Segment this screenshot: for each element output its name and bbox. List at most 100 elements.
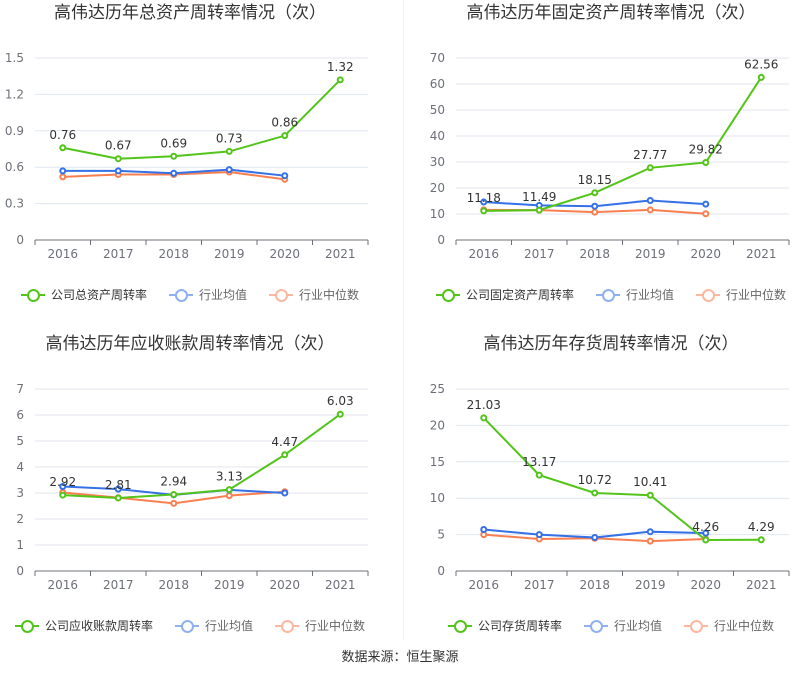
median-point — [59, 173, 67, 181]
chart-title: 高伟达历年存货周转率情况（次） — [483, 334, 739, 354]
company-point — [757, 73, 765, 81]
data-label: 4.29 — [748, 520, 775, 534]
company-series-line — [483, 76, 763, 212]
legend: 公司固定资产周转率 行业均值 行业中位数 — [421, 286, 800, 303]
legend-label: 公司总资产周转率 — [50, 288, 147, 302]
y-tick-label: 0 — [16, 564, 24, 578]
legend-item-company[interactable]: 公司应收账款周转率 — [14, 617, 153, 634]
data-label: 27.77 — [633, 148, 667, 162]
data-label: 10.41 — [633, 475, 667, 489]
company-point — [535, 206, 543, 214]
x-tick-label: 2017 — [524, 247, 555, 261]
data-label: 4.26 — [692, 520, 719, 534]
y-tick-label: 10 — [430, 207, 445, 221]
data-source: 数据来源：恒生聚源 — [341, 650, 459, 665]
x-tick-label: 2016 — [47, 247, 78, 261]
avg-point — [59, 167, 67, 175]
legend-line-circle-icon — [20, 288, 45, 302]
legend-line-circle-icon — [168, 288, 193, 302]
chart-panel: 高伟达历年总资产周转率情况（次） 0 0.3 0.6 0.9 1.2 1.5 2016 2017… — [0, 0, 400, 330]
legend-item-company[interactable]: 公司固定资产周转率 — [435, 286, 574, 303]
data-label: 3.13 — [216, 470, 243, 484]
avg-point — [480, 526, 488, 534]
legend-line-circle-icon — [435, 288, 460, 302]
legend: 公司应收账款周转率 行业均值 行业中位数 — [0, 617, 380, 634]
data-label: 0.67 — [105, 139, 132, 153]
chart-panel: 高伟达历年存货周转率情况（次） 0 5 10 15 20 25 2016 2017 2018 201… — [421, 331, 800, 661]
data-label: 18.15 — [578, 173, 612, 187]
company-point — [480, 414, 488, 422]
y-tick-label: 60 — [430, 77, 445, 91]
y-tick-label: 0.3 — [5, 197, 24, 211]
avg-point — [480, 198, 488, 206]
legend-line-circle-icon — [275, 619, 299, 633]
company-series-line — [62, 413, 341, 499]
avg-point — [225, 166, 233, 174]
company-point — [59, 491, 67, 499]
company-point — [336, 76, 344, 84]
legend-label: 行业均值 — [613, 619, 662, 633]
median-point — [646, 206, 654, 214]
x-tick-label: 2021 — [325, 247, 356, 261]
legend-item-median[interactable]: 行业中位数 — [275, 617, 365, 634]
avg-point — [114, 167, 122, 175]
legend-item-median[interactable]: 行业中位数 — [684, 617, 774, 634]
legend-item-avg[interactable]: 行业均值 — [168, 286, 247, 303]
company-point — [535, 471, 543, 479]
legend-item-avg[interactable]: 行业均值 — [583, 617, 662, 634]
x-tick-label: 2018 — [579, 247, 610, 261]
chart-svg: 0 10 20 30 40 50 60 70 2016 2017 2018 2019 2020 2021 1… — [430, 51, 790, 261]
company-point — [170, 152, 178, 160]
data-label: 2.92 — [49, 475, 76, 489]
legend-label: 行业中位数 — [726, 288, 787, 302]
company-point — [114, 155, 122, 163]
legend: 公司总资产周转率 行业均值 行业中位数 — [0, 286, 380, 303]
avg-point — [59, 483, 67, 490]
chart-panel: 高伟达历年固定资产周转率情况（次） 0 10 20 30 40 50 60 70 2016 2017… — [421, 0, 800, 330]
chart-title: 高伟达历年应收账款周转率情况（次） — [45, 334, 335, 354]
company-point — [225, 147, 233, 155]
legend-item-avg[interactable]: 行业均值 — [174, 617, 253, 634]
x-tick-label: 2017 — [524, 578, 555, 592]
legend-item-avg[interactable]: 行业均值 — [595, 286, 674, 303]
y-tick-label: 0.9 — [5, 124, 24, 138]
avg-point — [591, 534, 599, 542]
y-tick-label: 1.5 — [5, 51, 24, 65]
company-point — [59, 144, 67, 152]
y-tick-label: 0 — [437, 564, 445, 578]
y-tick-label: 25 — [430, 382, 445, 396]
avg-point — [281, 172, 289, 180]
y-tick-label: 1.2 — [5, 87, 24, 101]
company-point — [281, 451, 289, 459]
avg-point — [281, 489, 289, 497]
data-label: 11.18 — [467, 191, 501, 205]
legend-label: 公司固定资产周转率 — [465, 288, 574, 302]
y-tick-label: 5 — [437, 528, 445, 542]
y-tick-label: 4 — [16, 460, 24, 474]
legend-item-median[interactable]: 行业中位数 — [269, 286, 359, 303]
y-tick-label: 0 — [437, 233, 445, 247]
y-tick-label: 20 — [430, 181, 445, 195]
legend-label: 公司应收账款周转率 — [44, 619, 153, 633]
divider — [403, 0, 404, 640]
x-tick-label: 2018 — [158, 247, 189, 261]
company-point — [114, 494, 122, 502]
company-point — [336, 410, 344, 418]
y-tick-label: 5 — [16, 434, 24, 448]
legend-label: 行业中位数 — [299, 288, 360, 302]
data-label: 6.03 — [327, 394, 354, 408]
legend-item-company[interactable]: 公司总资产周转率 — [20, 286, 147, 303]
legend-item-company[interactable]: 公司存货周转率 — [447, 617, 562, 634]
legend-label: 行业均值 — [204, 619, 253, 633]
median-point — [646, 537, 654, 545]
avg-point — [702, 200, 710, 208]
legend-label: 行业均值 — [198, 288, 247, 302]
x-tick-label: 2017 — [103, 578, 134, 592]
company-point — [170, 491, 178, 499]
data-label: 21.03 — [467, 398, 501, 412]
company-point — [225, 486, 233, 494]
median-point — [170, 499, 178, 507]
y-tick-label: 10 — [430, 491, 445, 505]
legend-item-median[interactable]: 行业中位数 — [696, 286, 786, 303]
legend-line-circle-icon — [684, 619, 708, 633]
